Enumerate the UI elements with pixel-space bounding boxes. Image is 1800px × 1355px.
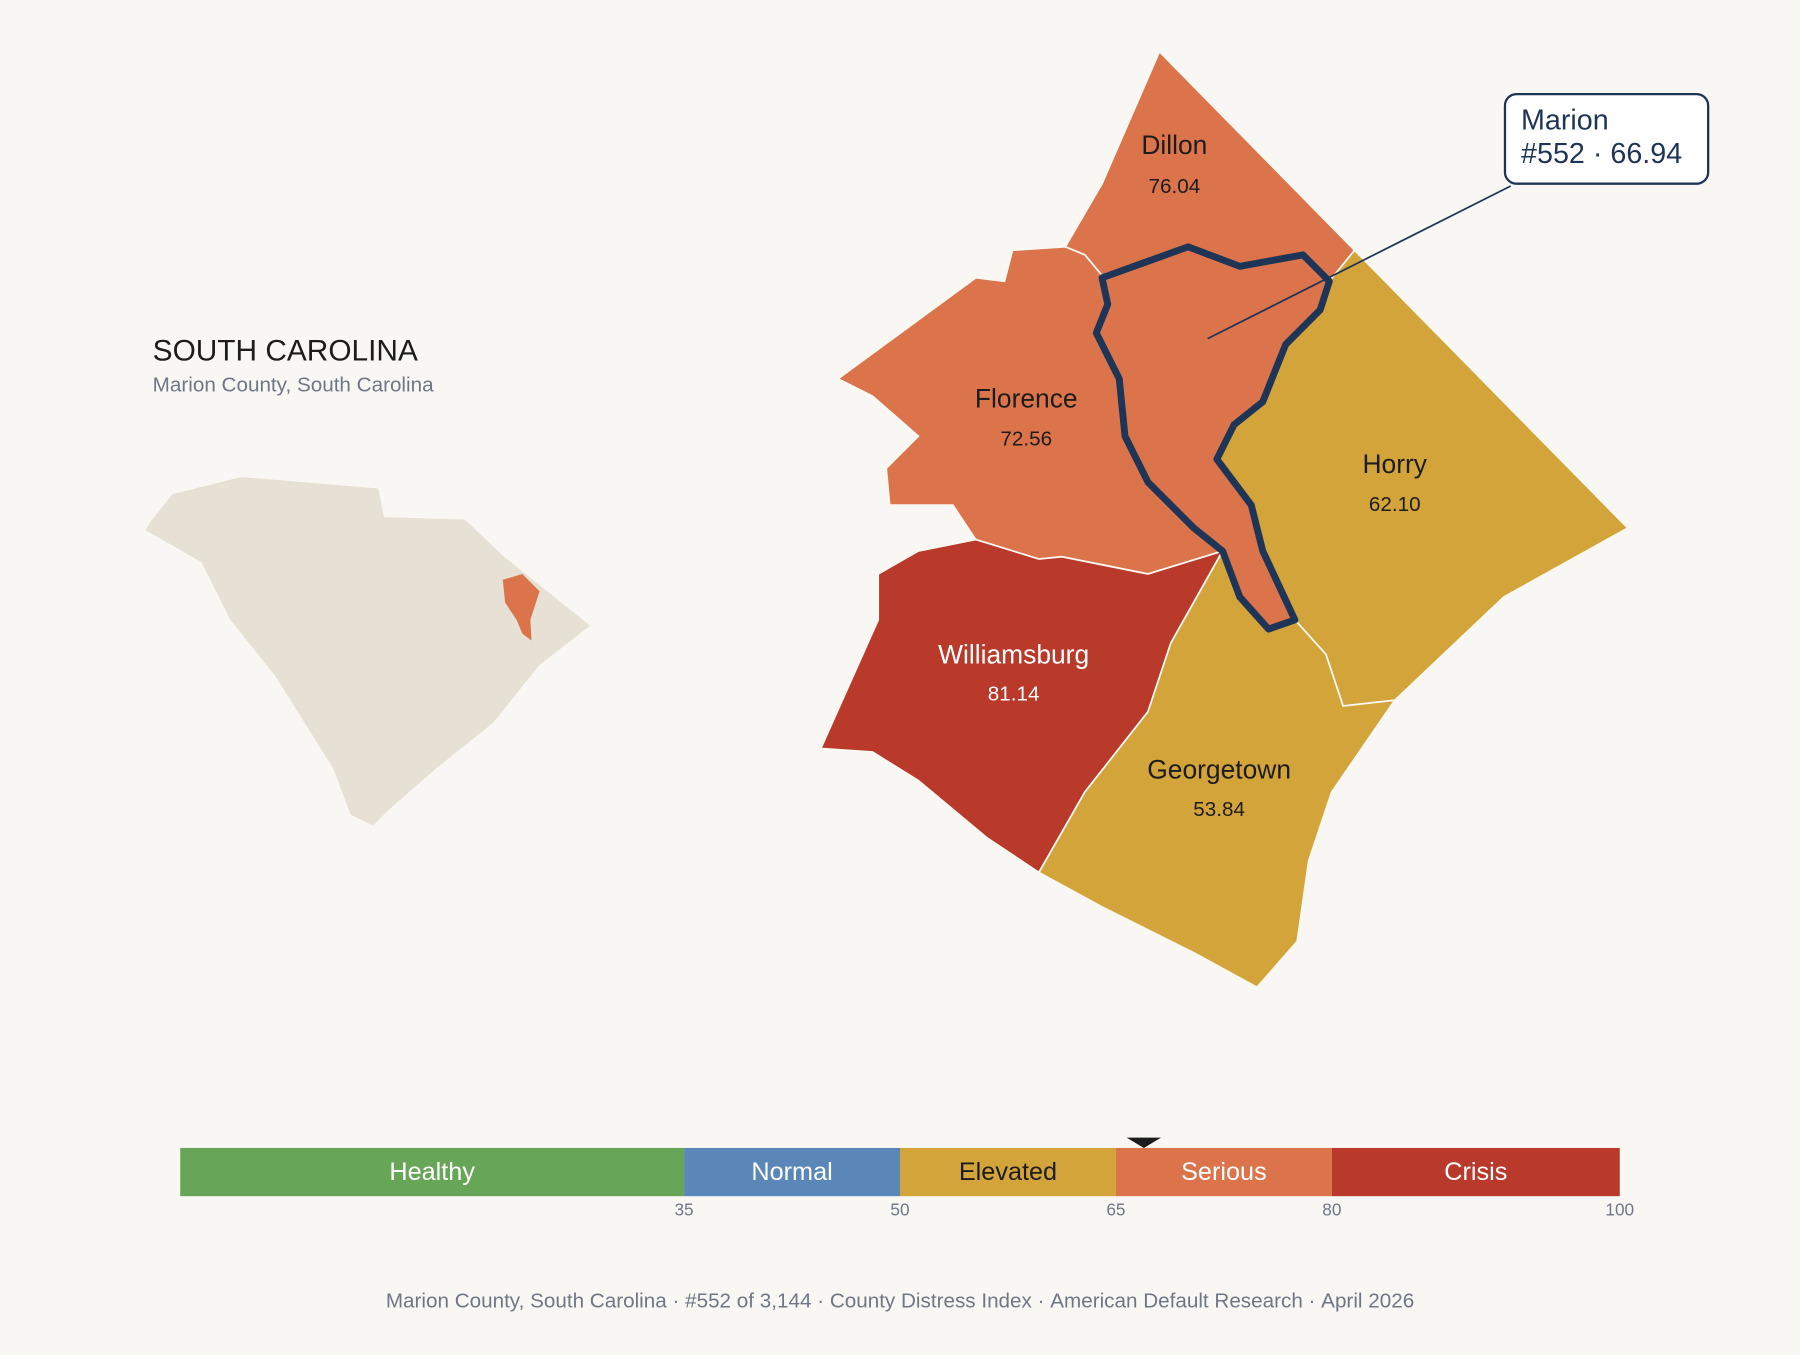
footer-part: #552 of 3,144 [685,1290,811,1313]
scale-band-label: Elevated [959,1158,1057,1186]
scale-band [900,1147,1116,1197]
scale-band-label: Healthy [389,1158,475,1186]
scale-band-label: Serious [1181,1158,1267,1186]
county-value: 53.84 [1193,798,1245,821]
state-title: SOUTH CAROLINA [153,334,418,367]
callout-separator: · [1593,138,1603,170]
county [1037,549,1397,989]
callout-score: 66.94 [1610,138,1682,170]
callout-box [1503,92,1710,185]
marion-county [1092,243,1333,633]
footer-separator: · [1303,1290,1321,1313]
footer: Marion County, South Carolina · #552 of … [386,1290,1414,1313]
scale-band [1331,1147,1620,1197]
footer-separator: · [667,1290,685,1313]
footer-separator: · [811,1290,829,1313]
county-name: Florence [975,384,1078,414]
state-shape [143,475,593,828]
scale-tick-label: 50 [890,1200,909,1220]
county-name: Horry [1363,449,1428,479]
footer-part: American Default Research [1050,1290,1303,1313]
distress-scale: Healthy Normal Elevated Serious Crisis 35 50 65… [180,1137,1634,1220]
state-locator [143,475,593,828]
scale-tick-label: 35 [674,1200,693,1220]
callout-name: Marion [1521,105,1609,137]
scale-tick-label: 65 [1106,1200,1125,1220]
county-value: 76.04 [1149,175,1201,198]
county-value: 81.14 [988,682,1040,705]
county-name: Williamsburg [938,640,1089,670]
scale-band [1115,1147,1332,1197]
scale-tick-label: 100 [1605,1200,1634,1220]
scale-marker [1126,1137,1162,1148]
callout: Marion #552 · 66.94 [1207,92,1710,340]
county-value: 62.10 [1369,493,1421,516]
county-map: Dillon 76.04 Florence 72.56 Horry 62.10 … [819,50,1630,989]
county-value: 72.56 [1000,427,1052,450]
scale-band [684,1147,900,1197]
callout-leader [1207,185,1512,340]
marion-highlight [502,573,540,641]
footer-part: April 2026 [1321,1290,1414,1313]
scale-band-label: Crisis [1444,1158,1507,1186]
callout-detail: #552 · 66.94 [1521,138,1682,170]
scale-band-label: Normal [751,1158,832,1186]
scale-band [180,1147,685,1197]
header: SOUTH CAROLINA Marion County, South Caro… [153,334,434,396]
footer-separator: · [1032,1290,1050,1313]
county-name: Georgetown [1147,754,1291,784]
subtitle: Marion County, South Carolina [153,373,434,396]
county [1064,50,1356,283]
footer-part: County Distress Index [830,1290,1033,1313]
callout-rank: #552 [1521,138,1585,170]
scale-tick-label: 80 [1322,1200,1341,1220]
footer-part: Marion County, South Carolina [386,1290,667,1313]
county-name: Dillon [1141,130,1207,160]
